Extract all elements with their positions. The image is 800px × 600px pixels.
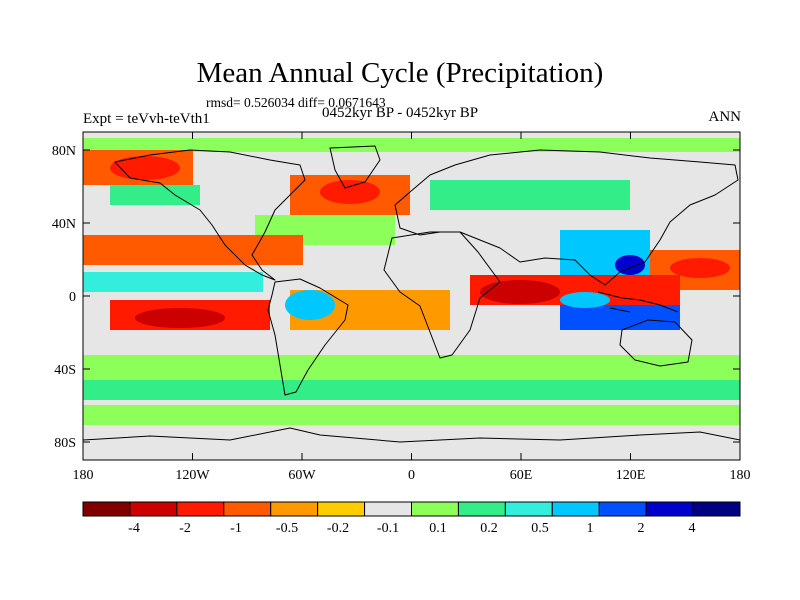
siberia-green-band (430, 180, 630, 210)
precip-field (83, 138, 740, 425)
indian-ocean-blue-core (560, 292, 610, 308)
tick-marks (83, 132, 740, 460)
lat-tick-label: 40S (54, 363, 76, 378)
lat-tick-label: 0 (69, 290, 76, 305)
colorbar-box (598, 501, 647, 517)
colorbar-box (551, 501, 600, 517)
experiment-label: Expt = teVvh-teVth1 (83, 111, 210, 127)
colorbar-box (317, 501, 366, 517)
pacific-tropics-red-core (135, 308, 225, 328)
north-atlantic-red-core (320, 180, 380, 204)
arctic-green-band (83, 138, 740, 152)
colorbar-label: -2 (179, 521, 191, 536)
africa-equator-red-core (480, 280, 560, 304)
south-america-coastline (267, 278, 349, 396)
colorbar-box (457, 501, 506, 517)
west-pacific-red-core (670, 258, 730, 278)
page-title: Mean Annual Cycle (Precipitation) (196, 57, 604, 89)
colorbar-label: -4 (128, 521, 140, 536)
antarctica-coastline (83, 427, 740, 443)
colorbar-label: 0.1 (429, 521, 447, 536)
colorbar-box (270, 501, 319, 517)
colorbar-label: 0.2 (480, 521, 498, 536)
east-asia-darkblue-core (615, 255, 645, 275)
southern-ocean-green-band (83, 355, 740, 380)
coastlines (83, 145, 740, 443)
colorbar-box (129, 501, 178, 517)
maritime-continent-coastline (597, 291, 679, 313)
lon-tick-label: 180 (730, 468, 751, 483)
colorbar-box (364, 501, 413, 517)
colorbar-box (411, 501, 459, 517)
lat-tick-label: 40N (52, 217, 76, 232)
maritime-blue-band (560, 305, 680, 330)
lon-tick-label: 0 (408, 468, 415, 483)
lon-tick-label: 60E (510, 468, 533, 483)
antarctic-green-band (83, 405, 740, 425)
colorbar-label: -0.2 (327, 521, 349, 536)
stats-line: rmsd= 0.526034 diff= 0.0671643 (206, 95, 386, 110)
australia-coastline (619, 319, 693, 367)
colorbar-box (176, 501, 225, 517)
colorbar-boxes (82, 501, 741, 517)
period-label: 0452kyr BP - 0452kyr BP (322, 105, 479, 121)
lon-tick-label: 120E (616, 468, 646, 483)
north-pacific-teal-band (110, 185, 200, 205)
lat-tick-label: 80N (52, 144, 76, 159)
colorbar-label: 0.5 (531, 521, 549, 536)
season-label: ANN (708, 109, 742, 125)
europe-asia-coastline (394, 149, 739, 286)
colorbar-box (692, 501, 741, 517)
colorbar-box (82, 501, 131, 517)
colorbar-box (645, 501, 694, 517)
colorbar-label: -0.1 (377, 521, 399, 536)
greenland-coastline (329, 145, 381, 189)
amazon-blue-core (285, 290, 335, 320)
map-plot (83, 132, 740, 460)
lon-tick-label: 60W (288, 468, 316, 483)
north-pacific-red-core (110, 156, 180, 180)
colorbar-box (223, 501, 272, 517)
colorbar-box (504, 501, 553, 517)
lon-tick-label: 120W (175, 468, 210, 483)
pacific-itcz-blue-band (83, 272, 263, 292)
colorbar-label: 2 (638, 521, 645, 536)
lon-tick-label: 180 (73, 468, 94, 483)
lat-tick-label: 80S (54, 436, 76, 451)
southern-ocean-teal-band (83, 380, 740, 400)
africa-coastline (383, 231, 501, 359)
north-america-coastline (114, 149, 306, 281)
colorbar-label: 4 (689, 521, 696, 536)
colorbar: -4 -2 -1 -0.5 -0.2 -0.1 0.1 0.2 0.5 1 2 … (82, 501, 741, 536)
pacific-20n-orange-band (83, 235, 303, 265)
colorbar-label: 1 (587, 521, 594, 536)
colorbar-label: -0.5 (276, 521, 298, 536)
colorbar-label: -1 (230, 521, 242, 536)
